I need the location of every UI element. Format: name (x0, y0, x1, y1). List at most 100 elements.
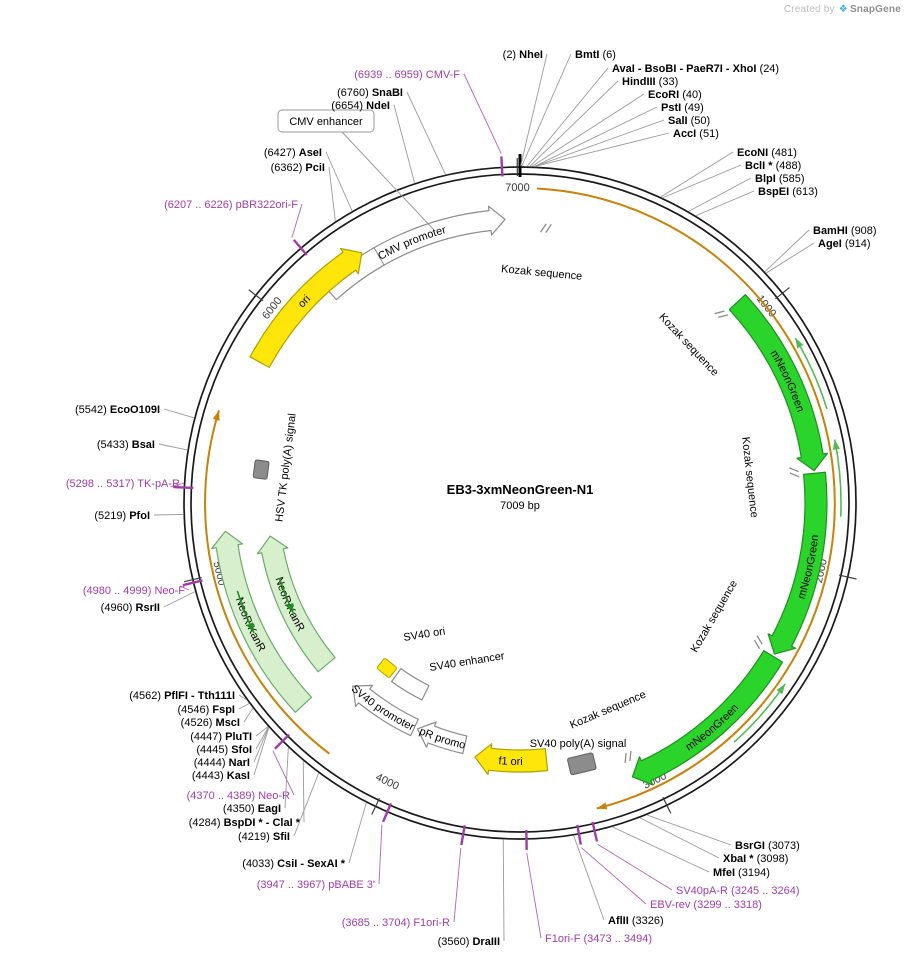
restriction-site-label[interactable]: SalI (50) (668, 115, 710, 127)
kozak-break-mark (629, 750, 632, 762)
restriction-site-label[interactable]: AflII (3326) (608, 915, 664, 927)
restriction-site-label[interactable]: (4033) CsiI - SexAI * (242, 858, 345, 870)
kozak-break-mark (718, 314, 729, 318)
restriction-site-label[interactable]: (4447) PluTI (190, 731, 252, 743)
primer-ring-tick (274, 733, 290, 750)
restriction-site-label[interactable]: AccI (51) (673, 128, 719, 140)
primer-label[interactable]: SV40pA-R (3245 .. 3264) (676, 885, 800, 897)
restriction-site-label[interactable]: BlpI (585) (755, 173, 805, 185)
feature-f1-ori[interactable] (474, 743, 549, 776)
primer-leader-line (170, 482, 185, 488)
primer-label[interactable]: (3947 .. 3967) pBABE 3' (257, 879, 375, 891)
kozak-sequence-label: Kozak sequence (689, 578, 740, 654)
site-leader-line (764, 229, 810, 272)
restriction-site-label[interactable]: (4284) BspDI * - ClaI * (189, 817, 301, 829)
feature-mneongreen[interactable] (631, 650, 784, 786)
feature-sv40-promoter[interactable] (352, 684, 419, 737)
restriction-site-label[interactable]: (4960) RsrII (101, 602, 160, 614)
kozak-break-mark (545, 223, 552, 233)
site-leader-line (163, 591, 196, 608)
primer-leader-line (526, 852, 542, 939)
feature-sv40-enhancer[interactable] (391, 668, 430, 701)
restriction-site-label[interactable]: XbaI * (3098) (723, 853, 788, 865)
primer-label[interactable]: (6939 .. 6959) CMV-F (354, 69, 460, 81)
kozak-break-mark (753, 639, 761, 650)
restriction-site-label[interactable]: (4443) KasI (192, 770, 250, 782)
position-tick-label: 4000 (374, 771, 401, 792)
primer-leader-line (291, 203, 303, 238)
site-leader-line (695, 190, 755, 217)
site-leader-line (163, 408, 195, 419)
site-leader-line (660, 151, 734, 198)
site-leader-line (253, 727, 269, 763)
cmv-enhancer-label-box[interactable] (277, 109, 375, 133)
primer-label[interactable]: (5298 .. 5317) TK-pA-R (66, 478, 180, 490)
restriction-site-label[interactable]: BclI * (488) (745, 160, 801, 172)
restriction-site-label[interactable]: (6760) SnaBI (337, 87, 403, 99)
site-leader-line (158, 443, 188, 451)
primer-label[interactable]: F1ori-F (3473 .. 3494) (545, 933, 652, 945)
restriction-site-label[interactable]: EcoRI (40) (648, 89, 702, 101)
restriction-site-label[interactable]: EcoNI (481) (737, 147, 797, 159)
restriction-site-label[interactable]: BspEI (613) (758, 186, 818, 198)
restriction-site-label[interactable]: (6427) AseI (264, 147, 322, 159)
primer-leader-line (597, 843, 673, 891)
site-leader-line (255, 726, 269, 737)
restriction-site-label[interactable]: PstI (49) (661, 102, 704, 114)
site-leader-line (520, 53, 548, 167)
feature-mneongreen[interactable] (728, 294, 829, 472)
site-leader-line (253, 727, 270, 776)
restriction-site-label[interactable]: (4562) PflFI - Tth111I (129, 690, 235, 702)
position-tick-label: 7000 (505, 182, 530, 194)
position-tick (838, 574, 857, 580)
restriction-site-label[interactable]: (6362) PciI (271, 162, 325, 174)
restriction-site-label[interactable]: AgeI (914) (818, 238, 871, 250)
restriction-site-label[interactable]: BamHI (908) (813, 225, 877, 237)
primer-label[interactable]: (6207 .. 6226) pBR322ori-F (164, 199, 298, 211)
position-tick (662, 796, 672, 814)
primer-label[interactable]: EBV-rev (3299 .. 3318) (650, 899, 762, 911)
restriction-site-label[interactable]: (5433) BsaI (97, 439, 155, 451)
feature-cmv-promoter[interactable] (322, 205, 506, 301)
restriction-site-label[interactable]: (4546) FspI (178, 704, 235, 716)
kozak-break-mark (624, 752, 627, 764)
feature-neor-kanr[interactable] (211, 530, 313, 713)
restriction-site-label[interactable]: (2) NheI (503, 49, 543, 61)
restriction-site-label[interactable]: (5542) EcoO109I (75, 404, 160, 416)
site-leader-line (521, 53, 572, 167)
restriction-site-label[interactable]: BsrGI (3073) (735, 840, 800, 852)
feature-ampr-promoter[interactable] (416, 721, 468, 755)
restriction-site-label[interactable]: (3560) DraIII (438, 936, 500, 948)
primer-leader-line (272, 750, 295, 796)
feature-label: mNeonGreen (684, 702, 742, 754)
feature-neor-kanr[interactable] (256, 535, 336, 673)
restriction-site-label[interactable]: MfeI (3194) (713, 867, 770, 879)
restriction-site-label[interactable]: (4444) NarI (194, 757, 250, 769)
sv40-ori-marker[interactable] (376, 658, 398, 678)
site-leader-line (293, 773, 320, 837)
primer-label[interactable]: (4980 .. 4999) Neo-F (83, 585, 185, 597)
restriction-site-label[interactable]: (6654) NdeI (331, 100, 390, 112)
kozak-break-mark (714, 310, 725, 315)
feature-mneongreen[interactable] (767, 471, 828, 655)
primer-label[interactable]: (4370 .. 4389) Neo-R (187, 790, 290, 802)
feature-ori[interactable] (249, 247, 363, 368)
watermark-created-by: Created by (783, 4, 835, 15)
restriction-site-label[interactable]: (5219) PfoI (94, 510, 150, 522)
restriction-site-label[interactable]: BmtI (6) (575, 49, 616, 61)
snapgene-watermark: Created by ❖ SnapGene (784, 4, 901, 15)
kozak-sequence-label: Kozak sequence (568, 689, 648, 732)
site-leader-line (646, 814, 732, 846)
primer-ring-tick (576, 824, 582, 845)
restriction-site-label[interactable]: (4350) EagI (223, 803, 281, 815)
direction-accent-arrow-head (832, 439, 840, 450)
restriction-site-label[interactable]: (4445) SfoI (196, 744, 252, 756)
restriction-site-label[interactable]: HindIII (33) (622, 76, 678, 88)
hsv-tk-polya-signal-marker[interactable] (252, 459, 270, 480)
restriction-site-label[interactable]: (4526) MscI (181, 717, 240, 729)
primer-label[interactable]: (3685 .. 3704) F1ori-R (342, 917, 450, 929)
restriction-site-label[interactable]: (4219) SfiI (238, 831, 290, 843)
restriction-site-label[interactable]: AvaI - BsoBI - PaeR7I - XhoI (24) (612, 63, 779, 75)
sv40-polya-signal-marker[interactable] (567, 752, 597, 776)
site-leader-line (393, 104, 415, 184)
